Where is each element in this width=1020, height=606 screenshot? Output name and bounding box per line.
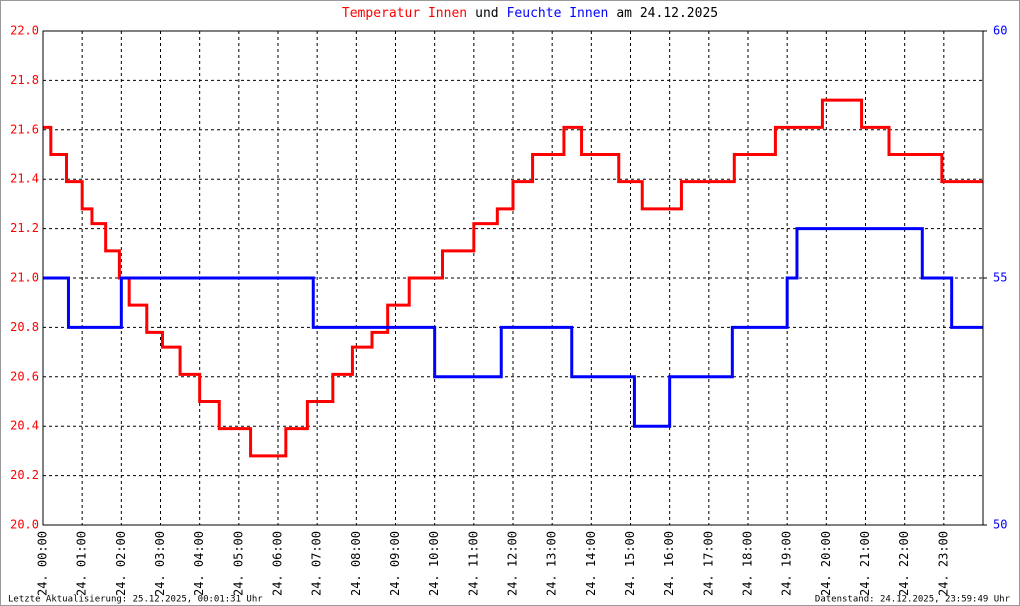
y-tick-label: 21.2 — [10, 221, 39, 235]
y-tick-label: 20.6 — [10, 369, 39, 383]
y-tick-label: 21.0 — [10, 271, 39, 285]
x-tick-label: 24. 01:00 — [75, 531, 89, 596]
x-tick-label: 24. 16:00 — [662, 531, 676, 596]
x-tick-label: 24. 07:00 — [310, 531, 324, 596]
x-tick-label: 24. 00:00 — [36, 531, 50, 596]
y2-tick-label: 55 — [993, 271, 1007, 285]
y-tick-label: 21.4 — [10, 172, 39, 186]
x-tick-label: 24. 21:00 — [858, 531, 872, 596]
x-tick-label: 24. 09:00 — [388, 531, 402, 596]
x-tick-label: 24. 18:00 — [741, 531, 755, 596]
x-tick-label: 24. 14:00 — [584, 531, 598, 596]
footer-left: Letzte Aktualisierung: 25.12.2025, 00:01… — [8, 595, 263, 605]
x-tick-label: 24. 20:00 — [819, 531, 833, 596]
y-tick-label: 20.0 — [10, 518, 39, 532]
x-tick-label: 24. 04:00 — [192, 531, 206, 596]
title-part: am 24.12.2025 — [616, 6, 718, 21]
y2-tick-label: 60 — [993, 24, 1007, 38]
x-tick-label: 24. 03:00 — [153, 531, 167, 596]
y-tick-label: 22.0 — [10, 24, 39, 38]
x-tick-label: 24. 15:00 — [623, 531, 637, 596]
x-tick-label: 24. 19:00 — [780, 531, 794, 596]
x-tick-label: 24. 08:00 — [349, 531, 363, 596]
y-tick-label: 20.8 — [10, 320, 39, 334]
x-tick-label: 24. 17:00 — [701, 531, 715, 596]
plot-frame — [42, 30, 984, 526]
y-tick-label: 21.8 — [10, 73, 39, 87]
y-tick-label: 20.4 — [10, 419, 39, 433]
x-tick-label: 24. 05:00 — [231, 531, 245, 596]
x-tick-label: 24. 02:00 — [114, 531, 128, 596]
x-tick-label: 24. 12:00 — [506, 531, 520, 596]
x-tick-label: 24. 23:00 — [936, 531, 950, 596]
y2-tick-label: 50 — [993, 518, 1007, 532]
x-tick-label: 24. 22:00 — [897, 531, 911, 596]
x-tick-label: 24. 13:00 — [545, 531, 559, 596]
x-tick-label: 24. 06:00 — [271, 531, 285, 596]
title-part: und — [475, 6, 498, 21]
chart-title: Temperatur Innen und Feuchte Innen am 24.12… — [342, 6, 718, 21]
x-tick-label: 24. 11:00 — [466, 531, 480, 596]
title-part: Feuchte Innen — [507, 6, 609, 21]
x-tick-label: 24. 10:00 — [427, 531, 441, 596]
title-part: Temperatur Innen — [342, 6, 467, 21]
footer-right: Datenstand: 24.12.2025, 23:59:49 Uhr — [815, 595, 1011, 605]
series-line — [43, 227, 983, 428]
y-tick-label: 21.6 — [10, 122, 39, 136]
y-tick-label: 20.2 — [10, 468, 39, 482]
